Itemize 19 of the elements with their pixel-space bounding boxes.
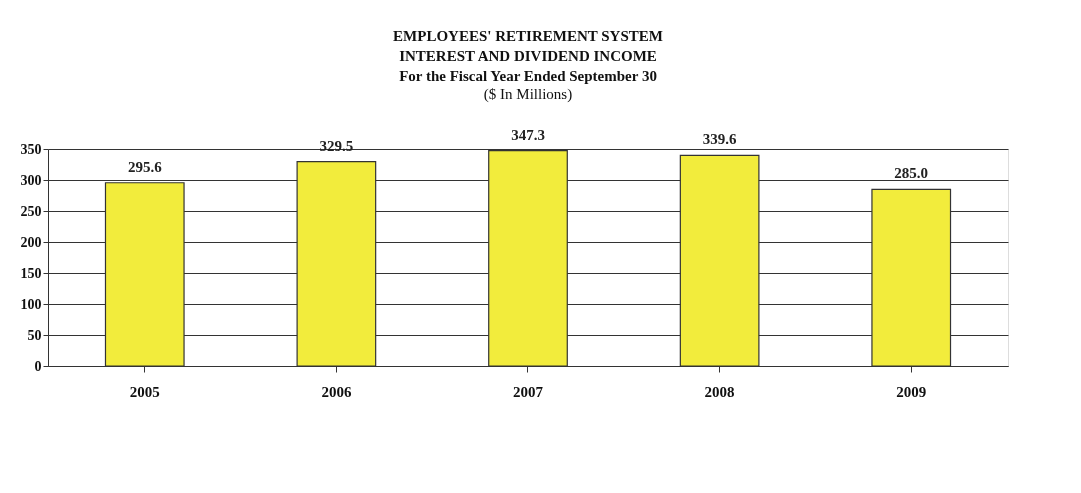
- y-tick-label: 300: [20, 172, 42, 188]
- data-label: 295.6: [127, 158, 163, 175]
- x-tick-label: 2007: [513, 383, 544, 400]
- y-tick-label: 150: [20, 265, 42, 281]
- y-tick-label: 50: [27, 327, 42, 343]
- y-tick-label: 0: [34, 358, 42, 374]
- y-tick-label: 200: [20, 234, 42, 250]
- x-tick-label: 2006: [321, 383, 352, 400]
- chart-title: EMPLOYEES' RETIREMENT SYSTEM INTEREST AND DIVIDEND INCOME For the Fiscal Year Ended September 30: [393, 27, 663, 84]
- x-tick-label: 2005: [129, 383, 160, 400]
- data-label: 285.0: [894, 165, 929, 182]
- y-tick-label: 350: [20, 141, 42, 157]
- x-tick-label: 2008: [704, 383, 735, 400]
- y-tick-label: 250: [20, 203, 42, 219]
- x-tick-label: 2009: [896, 383, 927, 400]
- data-label: 339.6: [702, 131, 737, 148]
- chart-subtitle: ($ In Millions): [483, 85, 573, 103]
- data-label: 347.3: [511, 126, 545, 143]
- y-tick-label: 100: [20, 296, 42, 312]
